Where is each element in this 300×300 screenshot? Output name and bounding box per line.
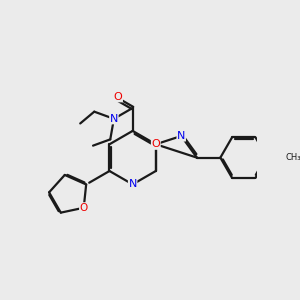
Text: O: O xyxy=(114,92,122,102)
Text: O: O xyxy=(152,139,160,149)
Text: N: N xyxy=(110,114,118,124)
Text: N: N xyxy=(177,131,185,141)
Text: N: N xyxy=(128,179,137,189)
Text: O: O xyxy=(80,203,88,213)
Text: CH₃: CH₃ xyxy=(285,153,300,162)
